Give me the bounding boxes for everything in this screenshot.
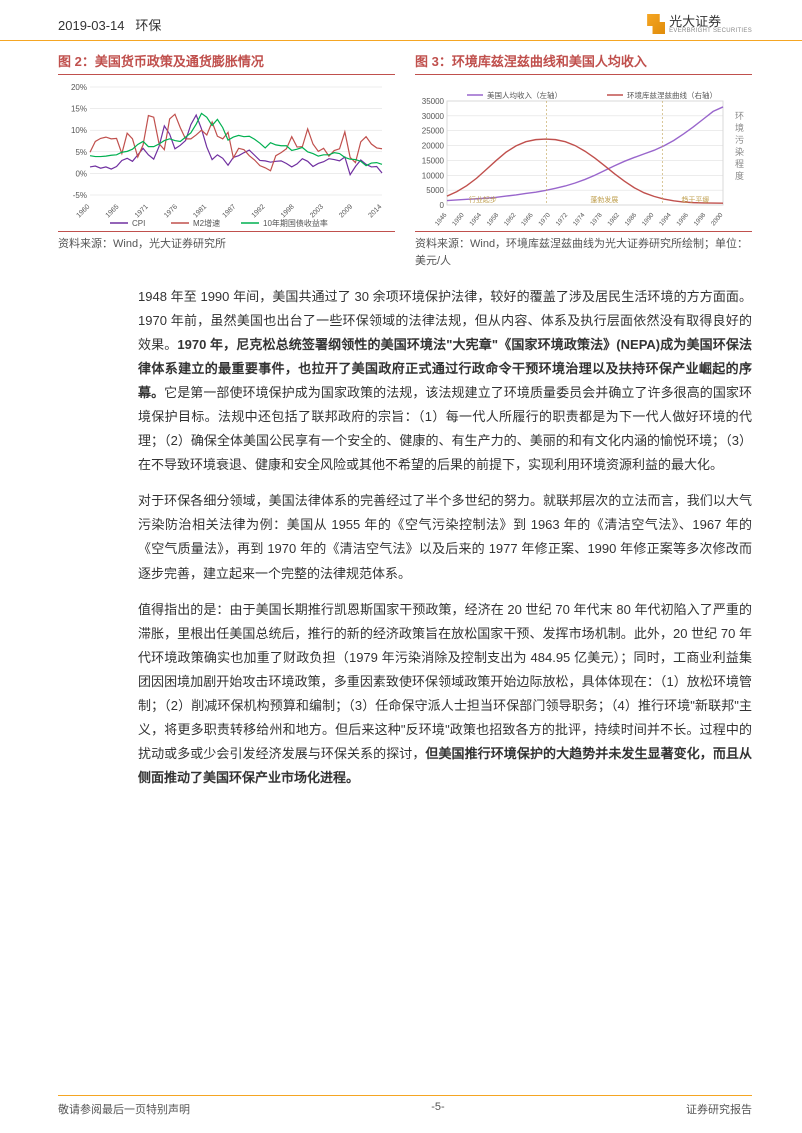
report-date: 2019-03-14: [58, 18, 125, 33]
svg-text:5000: 5000: [426, 186, 444, 195]
svg-text:20000: 20000: [422, 142, 445, 151]
svg-text:污: 污: [735, 134, 744, 145]
paragraph-1: 1948 年至 1990 年间，美国共通过了 30 余项环境保护法律，较好的覆盖…: [138, 285, 752, 477]
svg-text:1972: 1972: [555, 211, 570, 227]
svg-text:1962: 1962: [503, 211, 518, 227]
svg-text:15%: 15%: [71, 105, 87, 114]
svg-text:度: 度: [735, 170, 744, 181]
chart-3-source: 资料来源：Wind，环境库兹涅兹曲线为光大证券研究所绘制；单位：美元/人: [415, 231, 752, 269]
svg-text:1992: 1992: [251, 203, 267, 219]
svg-text:蓬勃发展: 蓬勃发展: [590, 195, 618, 204]
svg-text:10年期国债收益率: 10年期国债收益率: [263, 218, 328, 228]
svg-text:20%: 20%: [71, 83, 87, 92]
svg-text:1998: 1998: [280, 203, 296, 219]
svg-text:境: 境: [735, 122, 744, 133]
svg-text:趋于平缓: 趋于平缓: [681, 195, 709, 204]
svg-text:1970: 1970: [537, 211, 552, 227]
svg-text:1960: 1960: [75, 203, 91, 219]
svg-text:0%: 0%: [75, 169, 87, 178]
svg-text:-5%: -5%: [73, 191, 87, 200]
footer-right: 证券研究报告: [686, 1101, 752, 1117]
header-meta: 2019-03-14 环保: [58, 15, 161, 34]
svg-text:1971: 1971: [134, 203, 150, 219]
svg-text:2009: 2009: [338, 203, 354, 219]
svg-text:程: 程: [735, 159, 744, 169]
svg-text:1996: 1996: [675, 211, 690, 227]
svg-text:1986: 1986: [624, 211, 639, 227]
svg-text:25000: 25000: [422, 127, 445, 136]
chart-3-canvas: 0500010000150002000025000300003500019461…: [415, 81, 752, 231]
svg-text:35000: 35000: [422, 97, 445, 106]
logo-icon: [647, 14, 665, 34]
svg-text:1958: 1958: [486, 211, 501, 227]
page-header: 2019-03-14 环保 光大证券 EVERBRIGHT SECURITIES: [0, 0, 802, 41]
svg-text:1976: 1976: [163, 203, 179, 219]
body-text: 1948 年至 1990 年间，美国共通过了 30 余项环境保护法律，较好的覆盖…: [58, 285, 752, 790]
svg-text:10000: 10000: [422, 171, 445, 180]
svg-text:1994: 1994: [658, 211, 673, 227]
svg-text:1966: 1966: [520, 211, 535, 227]
svg-text:10%: 10%: [71, 126, 87, 135]
page-footer: 敬请参阅最后一页特别声明 -5- 证券研究报告: [58, 1095, 752, 1117]
svg-text:0: 0: [440, 201, 445, 210]
chart-3-block: 图 3：环境库兹涅兹曲线和美国人均收入 0 5000 10000 15000 20000…: [415, 51, 752, 269]
svg-text:环境库兹涅兹曲线（右轴）: 环境库兹涅兹曲线（右轴）: [627, 90, 717, 100]
paragraph-3: 值得指出的是：由于美国长期推行凯恩斯国家干预政策，经济在 20 世纪 70 年代…: [138, 598, 752, 790]
svg-text:行业起步: 行业起步: [469, 195, 497, 204]
svg-text:1998: 1998: [693, 211, 708, 227]
paragraph-2: 对于环保各细分领域，美国法律体系的完善经过了半个多世纪的努力。就联邦层次的立法而…: [138, 489, 752, 585]
logo-text-cn: 光大证券: [669, 15, 752, 28]
svg-text:15000: 15000: [422, 156, 445, 165]
svg-text:1950: 1950: [451, 211, 466, 227]
svg-text:30000: 30000: [422, 112, 445, 121]
svg-text:1946: 1946: [434, 211, 449, 227]
svg-text:环: 环: [735, 111, 744, 121]
svg-text:1982: 1982: [606, 211, 621, 227]
p3-part-a: 值得指出的是：由于美国长期推行凯恩斯国家干预政策，经济在 20 世纪 70 年代…: [138, 602, 752, 761]
svg-text:M2增速: M2增速: [193, 218, 220, 228]
svg-text:1987: 1987: [221, 203, 237, 219]
svg-text:染: 染: [735, 146, 744, 157]
svg-text:2003: 2003: [309, 203, 325, 219]
chart-2-source: 资料来源：Wind，光大证券研究所: [58, 231, 395, 253]
report-category: 环保: [135, 18, 161, 33]
p1-part-c: 它是第一部使环境保护成为国家政策的法规，该法规建立了环境质量委员会并确立了许多很…: [138, 385, 752, 472]
chart-2-canvas: -5% 0% 5% 10% 15% 20% 1960 1965 1971 1976 1981 1987…: [58, 81, 395, 231]
logo-text-en: EVERBRIGHT SECURITIES: [669, 28, 752, 34]
svg-text:1974: 1974: [572, 211, 587, 227]
chart-3-title: 图 3：环境库兹涅兹曲线和美国人均收入: [415, 51, 752, 75]
svg-text:1965: 1965: [105, 203, 121, 219]
svg-text:1978: 1978: [589, 211, 604, 227]
svg-text:2014: 2014: [367, 203, 383, 219]
svg-text:美国人均收入（左轴）: 美国人均收入（左轴）: [487, 90, 562, 100]
footer-left: 敬请参阅最后一页特别声明: [58, 1101, 190, 1117]
chart-2-block: 图 2：美国货币政策及通货膨胀情况 -5% 0% 5% 10% 15% 20% 1960 19…: [58, 51, 395, 269]
footer-page-number: -5-: [431, 1101, 444, 1117]
svg-text:1981: 1981: [192, 203, 208, 219]
svg-text:CPI: CPI: [132, 219, 145, 228]
svg-text:1990: 1990: [641, 211, 656, 227]
svg-text:5%: 5%: [75, 148, 87, 157]
svg-text:1954: 1954: [468, 211, 483, 227]
svg-text:2000: 2000: [710, 211, 725, 227]
chart-2-title: 图 2：美国货币政策及通货膨胀情况: [58, 51, 395, 75]
company-logo: 光大证券 EVERBRIGHT SECURITIES: [647, 14, 752, 34]
